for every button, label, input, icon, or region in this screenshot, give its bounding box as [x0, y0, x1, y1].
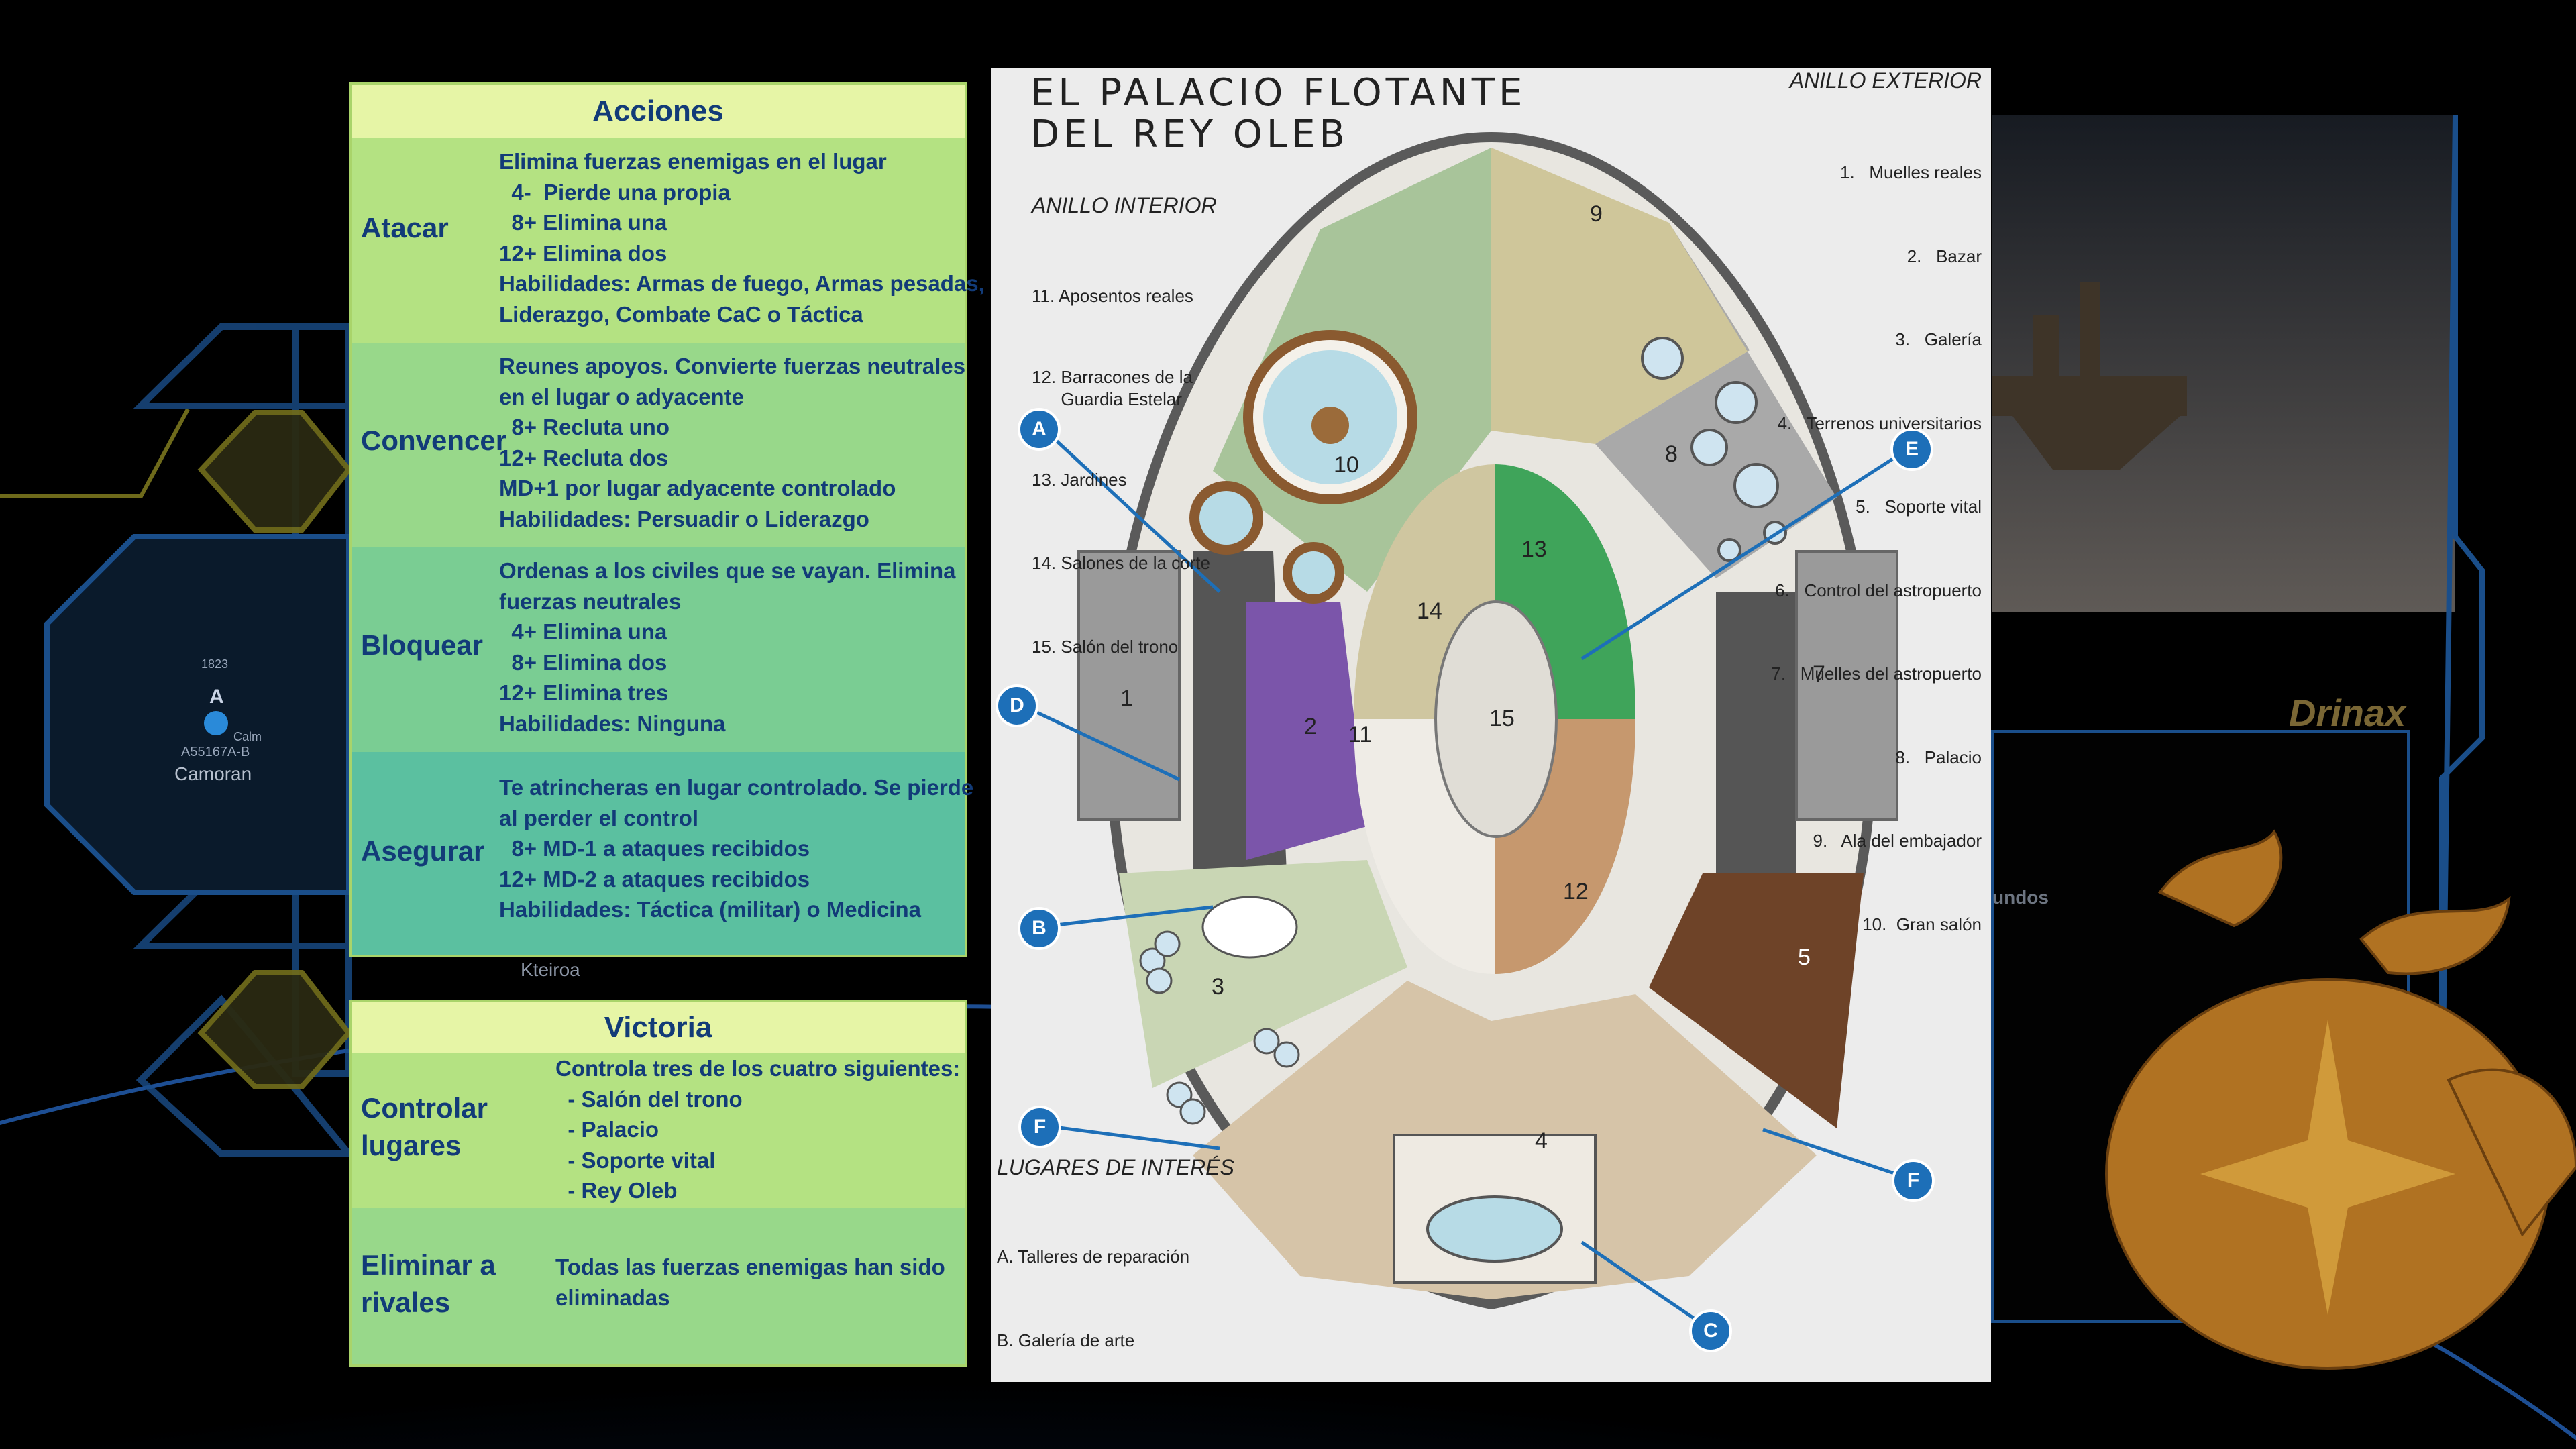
zone-3	[1119, 860, 1407, 1088]
legend-item: 8. Palacio	[1895, 747, 1982, 767]
world-name-camoran[interactable]: Camoran	[174, 763, 252, 784]
legend-item: 15. Salón del trono	[1032, 636, 1179, 657]
zone-number-9[interactable]: 9	[1590, 201, 1603, 227]
action-row-atacar[interactable]: Atacar Elimina fuerzas enemigas en el lu…	[352, 138, 985, 343]
acciones-title: Acciones	[352, 85, 965, 138]
zone-15	[1434, 600, 1558, 838]
map-title-line2: DEL REY OLEB	[1030, 113, 1349, 156]
anillo-exterior-heading: ANILLO EXTERIOR	[1789, 68, 1982, 93]
zone-1	[1077, 550, 1181, 821]
marker-f-right[interactable]: F	[1892, 1159, 1935, 1202]
legend-item: 12. Barracones de la Guardia Estelar	[1032, 366, 1193, 409]
victory-description: Todas las fuerzas enemigas han sido elim…	[555, 1254, 945, 1310]
anillo-interior-heading: ANILLO INTERIOR	[1032, 193, 1217, 217]
victoria-panel: Victoria Controlar lugares Controla tres…	[349, 1000, 967, 1367]
legend-item: 13. Jardines	[1032, 469, 1127, 490]
palace-floorplan	[1017, 132, 1912, 1332]
zone-number-1[interactable]: 1	[1120, 686, 1133, 711]
action-label: Asegurar	[361, 835, 485, 867]
action-row-bloquear[interactable]: Bloquear Ordenas a los civiles que se va…	[352, 547, 965, 752]
action-label: Bloquear	[361, 629, 484, 661]
zone-number-2[interactable]: 2	[1304, 714, 1317, 739]
action-description: Elimina fuerzas enemigas en el lugar 4- …	[499, 149, 985, 327]
zone-number-15[interactable]: 15	[1489, 706, 1515, 731]
victoria-title: Victoria	[352, 1002, 965, 1053]
legend-item: 7. Muelles del astropuerto	[1771, 663, 1982, 684]
uwp-code: A55167A-B	[181, 745, 250, 759]
zone-number-11[interactable]: 11	[1348, 722, 1373, 747]
legend-item: 5. Soporte vital	[1856, 496, 1982, 517]
marker-e[interactable]: E	[1890, 428, 1933, 471]
drinax-label: Drinax	[2289, 692, 2406, 734]
legend-item: 1. Muelles reales	[1840, 162, 1982, 182]
legend-item: 9. Ala del embajador	[1813, 830, 1982, 851]
hex-letter: A	[209, 686, 224, 708]
legend-item: 10. Gran salón	[1862, 914, 1982, 934]
legend-item: 14. Salones de la corte	[1032, 553, 1210, 573]
zone-number-8[interactable]: 8	[1665, 441, 1678, 467]
legend-item: B. Galería de arte	[997, 1330, 1135, 1350]
legend-item: 3. Galería	[1895, 329, 1982, 350]
zone-number-5[interactable]: 5	[1798, 945, 1811, 970]
action-description: Te atrincheras en lugar controlado. Se p…	[499, 775, 974, 922]
anillo-interior-list: 11. Aposentos reales 12. Barracones de l…	[1032, 227, 1210, 716]
victory-label: Eliminar a rivales	[361, 1249, 496, 1318]
mundos-label: undos	[1992, 887, 2049, 908]
palace-map: 1 2 3 4 5 7 8 9 10 11 12 13 14 15 A B C …	[991, 68, 1991, 1382]
world-marker[interactable]	[204, 711, 228, 735]
zone-number-14[interactable]: 14	[1417, 598, 1442, 624]
zone-9	[1491, 148, 1750, 444]
zone-number-4[interactable]: 4	[1535, 1128, 1548, 1154]
zone-7	[1795, 550, 1898, 821]
zone-dark-right	[1716, 592, 1796, 873]
marker-b[interactable]: B	[1018, 907, 1061, 950]
action-row-convencer[interactable]: Convencer Reunes apoyos. Convierte fuerz…	[352, 343, 965, 547]
action-description: Reunes apoyos. Convierte fuerzas neutral…	[499, 354, 966, 531]
action-label: Atacar	[361, 212, 449, 244]
victory-row-eliminar[interactable]: Eliminar a rivales Todas las fuerzas ene…	[352, 1208, 965, 1364]
legend-item: 11. Aposentos reales	[1032, 286, 1193, 306]
map-title: EL PALACIO FLOTANTE DEL REY OLEB	[1030, 72, 1526, 156]
zone-number-13[interactable]: 13	[1521, 537, 1547, 562]
marker-f-left[interactable]: F	[1018, 1106, 1061, 1148]
zone-number-12[interactable]: 12	[1563, 879, 1589, 904]
marker-a[interactable]: A	[1018, 408, 1061, 451]
victory-label: Controlar lugares	[361, 1092, 488, 1161]
victory-row-controlar[interactable]: Controlar lugares Controla tres de los c…	[352, 1053, 965, 1208]
victory-description: Controla tres de los cuatro siguientes: …	[555, 1056, 961, 1203]
marker-d[interactable]: D	[996, 684, 1038, 727]
zone-5	[1649, 873, 1864, 1128]
zone-number-3[interactable]: 3	[1212, 974, 1224, 1000]
action-label: Convencer	[361, 425, 507, 456]
map-title-line1: EL PALACIO FLOTANTE	[1030, 71, 1527, 115]
zone-2	[1246, 602, 1367, 860]
legend-item: A. Talleres de reparación	[997, 1246, 1190, 1267]
marker-c[interactable]: C	[1689, 1309, 1732, 1352]
anillo-exterior-list: 1. Muelles reales 2. Bazar 3. Galería 4.…	[1771, 103, 1982, 994]
calm-label: Calm	[233, 730, 262, 743]
lugares-list: A. Talleres de reparación B. Galería de …	[997, 1187, 1641, 1382]
action-description: Ordenas a los civiles que se vayan. Elim…	[499, 558, 956, 736]
zone-number-10[interactable]: 10	[1334, 452, 1359, 478]
legend-item: 4. Terrenos universitarios	[1777, 413, 1982, 433]
zone-number-7[interactable]: 7	[1813, 661, 1825, 687]
legend-item: 6. Control del astropuerto	[1775, 580, 1982, 600]
action-row-asegurar[interactable]: Asegurar Te atrincheras en lugar control…	[352, 752, 973, 955]
world-name-kteiroa[interactable]: Kteiroa	[521, 959, 580, 980]
acciones-panel: Acciones Atacar Elimina fuerzas enemigas…	[349, 82, 985, 957]
legend-item: 2. Bazar	[1907, 246, 1982, 266]
hex-code: 1823	[201, 657, 229, 671]
lugares-heading: LUGARES DE INTERÉS	[997, 1155, 1234, 1179]
